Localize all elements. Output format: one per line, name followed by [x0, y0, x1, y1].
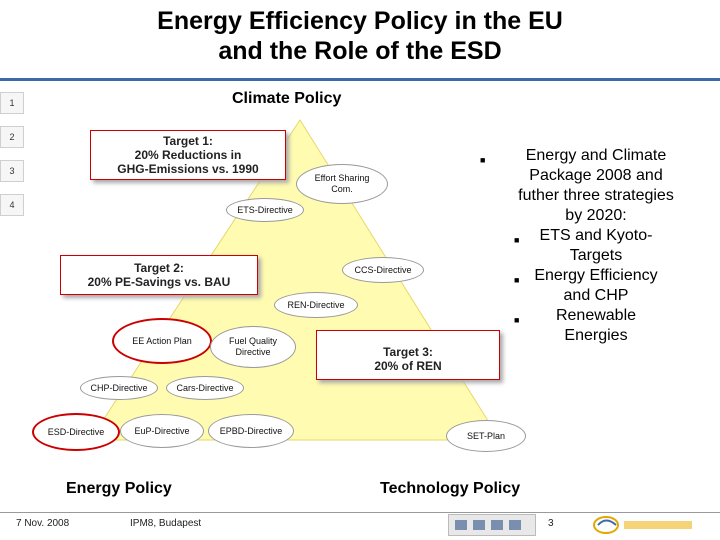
target-1-line-3: GHG-Emissions vs. 1990 — [117, 162, 259, 176]
effort-sharing-line-2: Com. — [331, 184, 353, 194]
logo-wordmark-bar — [624, 521, 692, 529]
side-number-2: 2 — [0, 126, 24, 148]
footer-logo — [593, 516, 692, 534]
logo-block-icon — [473, 520, 485, 530]
sub-bullet-marker: ■ — [514, 235, 520, 245]
logo-block-icon — [455, 520, 467, 530]
sub-bullet-2-line-1: Energy Efficiency — [534, 267, 658, 284]
fuel-quality-directive-oval: Fuel Quality Directive — [210, 326, 296, 368]
ren-directive-oval: REN-Directive — [274, 292, 358, 318]
sub-bullet-marker: ■ — [514, 315, 520, 325]
epbd-directive-oval: EPBD-Directive — [208, 414, 294, 448]
bullet-main-line-4: by 2020: — [565, 207, 627, 224]
target-2-line-2: 20% PE-Savings vs. BAU — [87, 275, 231, 289]
slide-title: Energy Efficiency Policy in the EU and t… — [60, 6, 660, 66]
bullet-list: ■ Energy and Climate Package 2008 and fu… — [478, 146, 714, 346]
target-1-line-2: 20% Reductions in — [134, 148, 242, 162]
bullet-marker: ■ — [480, 155, 486, 165]
ccs-directive-oval: CCS-Directive — [342, 257, 424, 283]
climate-policy-heading: Climate Policy — [232, 90, 342, 107]
target-1-box: Target 1: 20% Reductions in GHG-Emission… — [90, 130, 286, 180]
sub-bullet-marker: ■ — [514, 275, 520, 285]
footer-logo-strip — [448, 514, 536, 536]
bullet-main-line-1: Energy and Climate — [525, 147, 667, 164]
logo-block-icon — [491, 520, 503, 530]
footer-date: 7 Nov. 2008 — [16, 518, 70, 529]
ee-action-plan-oval: EE Action Plan — [112, 318, 212, 364]
target-1-line-1: Target 1: — [163, 134, 213, 148]
title-line-2: and the Role of the ESD — [218, 37, 502, 65]
bullet-main-line-2: Package 2008 and — [529, 167, 663, 184]
technology-policy-heading: Technology Policy — [380, 480, 521, 497]
esd-directive-oval: ESD-Directive — [32, 413, 120, 451]
footer-rule — [0, 512, 720, 513]
side-number-4: 4 — [0, 194, 24, 216]
fuel-quality-line-1: Fuel Quality — [228, 336, 278, 346]
cars-directive-oval: Cars-Directive — [166, 376, 244, 400]
target-3-box: Target 3: 20% of REN — [316, 330, 500, 380]
bullet-main-line-3: futher three strategies — [518, 187, 674, 204]
target-3-line-1: Target 3: — [383, 345, 433, 359]
effort-sharing-oval: Effort Sharing Com. — [296, 164, 388, 204]
sub-bullet-2-line-2: and CHP — [563, 287, 629, 304]
eup-directive-oval: EuP-Directive — [120, 414, 204, 448]
sub-bullet-3: ■ Renewable Energies — [478, 306, 714, 346]
side-number-1: 1 — [0, 92, 24, 114]
target-2-line-1: Target 2: — [134, 261, 184, 275]
bullet-main: ■ Energy and Climate Package 2008 and fu… — [478, 146, 714, 226]
footer-event: IPM8, Budapest — [130, 518, 202, 529]
side-number-3: 3 — [0, 160, 24, 182]
fuel-quality-line-2: Directive — [235, 347, 271, 357]
chp-directive-oval: CHP-Directive — [80, 376, 158, 400]
title-line-1: Energy Efficiency Policy in the EU — [157, 7, 563, 35]
effort-sharing-line-1: Effort Sharing — [314, 173, 370, 183]
sub-bullet-1-line-1: ETS and Kyoto- — [539, 227, 653, 244]
footer-page-number: 3 — [548, 518, 554, 529]
title-rule — [0, 78, 720, 81]
sub-bullet-3-line-1: Renewable — [555, 307, 637, 324]
target-3-line-2: 20% of REN — [374, 359, 442, 373]
ets-directive-oval: ETS-Directive — [226, 198, 304, 222]
sub-bullet-2: ■ Energy Efficiency and CHP — [478, 266, 714, 306]
energy-policy-heading: Energy Policy — [66, 480, 172, 497]
sub-bullet-1: ■ ETS and Kyoto- Targets — [478, 226, 714, 266]
logo-block-icon — [509, 520, 521, 530]
sub-bullet-1-line-2: Targets — [569, 247, 623, 264]
logo-arc-icon — [597, 519, 617, 526]
set-plan-oval: SET-Plan — [446, 420, 526, 452]
sub-bullet-3-line-2: Energies — [564, 327, 628, 344]
target-2-box: Target 2: 20% PE-Savings vs. BAU — [60, 255, 258, 295]
logo-swirl-icon — [593, 516, 619, 534]
